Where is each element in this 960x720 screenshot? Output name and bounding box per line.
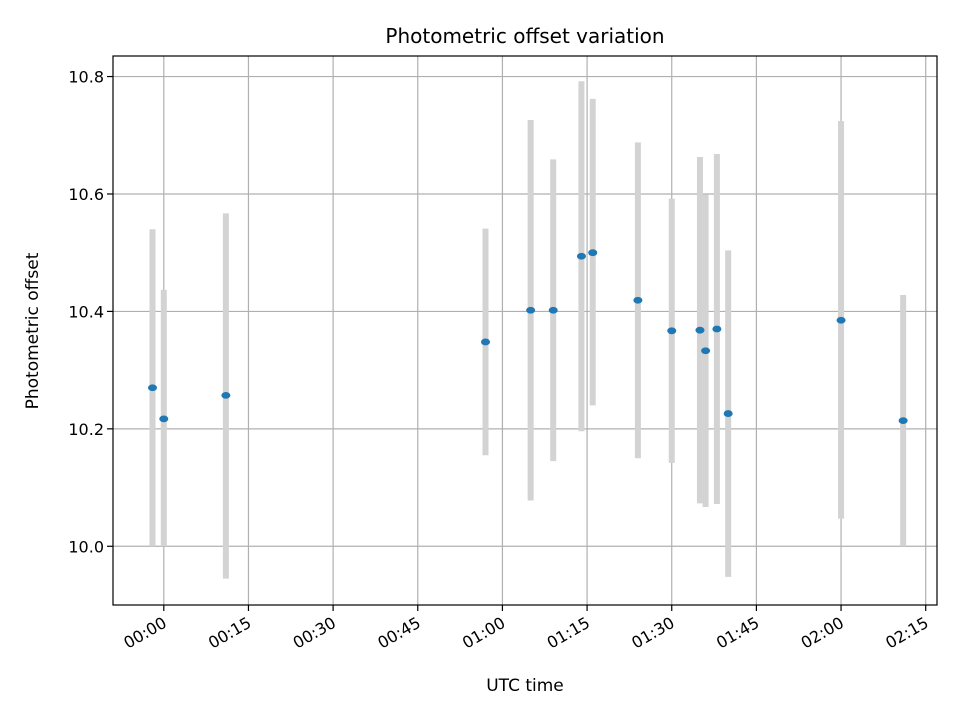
y-axis: 10.0 10.2 10.4 10.6 10.8	[68, 68, 113, 556]
data-point	[695, 326, 705, 334]
data-point	[480, 338, 490, 346]
data-point	[221, 391, 231, 399]
data-point	[159, 415, 169, 423]
data-points	[148, 249, 908, 425]
data-point	[588, 249, 598, 257]
data-point	[701, 347, 711, 355]
y-axis-title: Photometric offset	[23, 252, 43, 409]
data-point	[898, 417, 908, 425]
data-point	[148, 384, 158, 392]
data-point	[633, 296, 643, 304]
y-tick-label: 10.2	[68, 420, 104, 439]
data-point	[723, 410, 733, 417]
data-point	[667, 327, 677, 335]
data-point	[836, 316, 846, 324]
y-tick-label: 10.6	[68, 185, 104, 204]
plot-frame	[112, 55, 938, 606]
data-point	[526, 306, 536, 314]
data-point	[548, 306, 558, 314]
y-tick-label: 10.0	[68, 537, 104, 556]
x-axis-title: UTC time	[486, 676, 564, 696]
grid	[113, 56, 937, 605]
data-point	[576, 252, 586, 260]
chart-title: Photometric offset variation	[385, 24, 664, 48]
y-tick-label: 10.4	[68, 302, 104, 321]
y-tick-label: 10.8	[68, 68, 104, 87]
data-point	[712, 325, 722, 333]
